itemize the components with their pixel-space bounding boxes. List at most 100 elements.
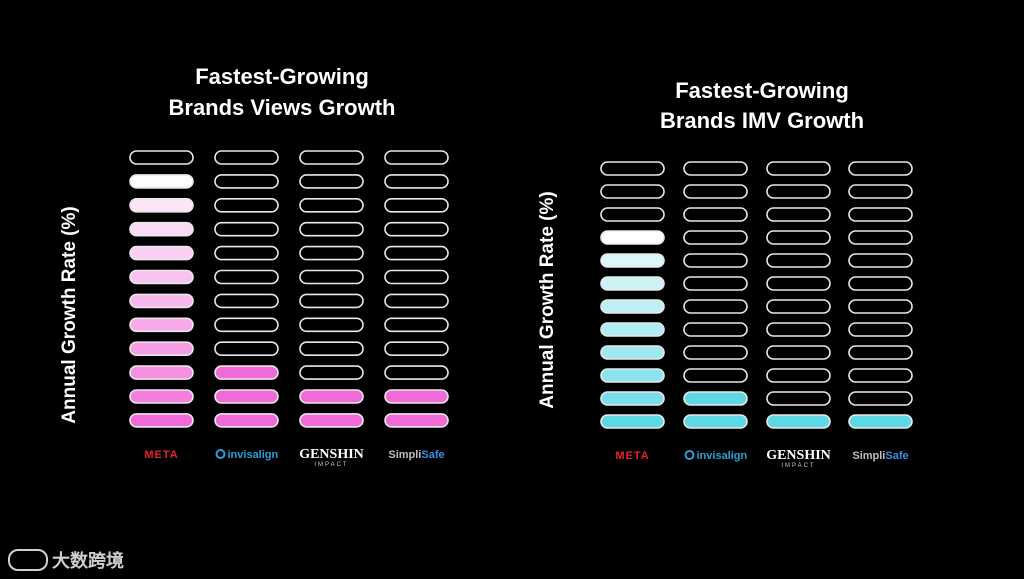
bar-segment-empty bbox=[299, 150, 364, 165]
bar-segment-empty bbox=[848, 161, 913, 176]
bar-segment-empty bbox=[766, 184, 831, 199]
bar-segment-empty bbox=[214, 198, 279, 213]
bar-segment-filled bbox=[129, 293, 194, 309]
bar-segment-filled bbox=[600, 299, 665, 314]
bar-segment-empty bbox=[384, 365, 449, 380]
bar-segment-filled bbox=[129, 389, 194, 404]
bar-segment-filled bbox=[600, 391, 665, 406]
bar-segment-empty bbox=[683, 184, 748, 199]
bar-segment-empty bbox=[214, 269, 279, 285]
brand-label-meta: META bbox=[615, 450, 648, 462]
bar-segment-empty bbox=[683, 230, 748, 245]
bar-segment-filled bbox=[600, 368, 665, 383]
bar-segment-empty bbox=[766, 253, 831, 268]
bar-segment-empty bbox=[683, 161, 748, 176]
bar-segment-empty bbox=[384, 150, 449, 165]
bar-segment-empty bbox=[129, 150, 194, 165]
bar-segment-empty bbox=[299, 174, 364, 189]
bar-segment-empty bbox=[848, 391, 913, 406]
bar-segment-empty bbox=[766, 345, 831, 360]
bar-segment-empty bbox=[384, 245, 449, 261]
chart-2: Fastest-Growing Brands IMV Growth Annual G… bbox=[537, 78, 913, 469]
bar-segment-filled bbox=[600, 230, 665, 245]
bar-segment-empty bbox=[766, 368, 831, 383]
invisalign-star-icon bbox=[684, 450, 695, 460]
bar-segment-empty bbox=[384, 269, 449, 285]
bar-segment-empty bbox=[683, 276, 748, 291]
bar-segment-filled bbox=[600, 276, 665, 291]
bar-segment-filled bbox=[129, 245, 194, 261]
bar-segment-empty bbox=[848, 368, 913, 383]
bar-segment-empty bbox=[299, 269, 364, 285]
bar-segment-filled bbox=[129, 341, 194, 357]
bar-genshin-impact bbox=[766, 161, 831, 429]
brand-label-simplisafe: SimpliSafe bbox=[388, 449, 444, 461]
bar-segment-empty bbox=[766, 322, 831, 337]
bar-segment-empty bbox=[299, 293, 364, 309]
bar-segment-filled bbox=[600, 414, 665, 429]
bar-segment-filled bbox=[129, 174, 194, 189]
bar-segment-empty bbox=[766, 161, 831, 176]
watermark-text: 大数跨境 bbox=[52, 551, 124, 571]
bar-segment-empty bbox=[299, 221, 364, 237]
bar-segment-empty bbox=[683, 368, 748, 383]
bar-segment-empty bbox=[384, 341, 449, 357]
bar-segment-filled bbox=[299, 413, 364, 428]
brand-label-invisalign: invisalign bbox=[215, 449, 279, 461]
bar-meta bbox=[600, 161, 665, 429]
brand-label-simplisafe: SimpliSafe bbox=[852, 450, 908, 462]
bar-segment-empty bbox=[683, 207, 748, 222]
bar-segment-empty bbox=[766, 207, 831, 222]
bar-segment-empty bbox=[600, 207, 665, 222]
chart-title-line: Fastest-Growing bbox=[195, 64, 369, 89]
bar-segment-empty bbox=[214, 150, 279, 165]
y-axis-label: Annual Growth Rate (%) bbox=[537, 191, 558, 408]
bar-segment-empty bbox=[299, 365, 364, 380]
bar-simplisafe bbox=[848, 161, 913, 429]
bar-segment-empty bbox=[299, 341, 364, 357]
bar-segment-filled bbox=[214, 413, 279, 428]
bar-segment-empty bbox=[384, 293, 449, 309]
simplisafe-logo-text: SimpliSafe bbox=[388, 449, 444, 461]
bar-segment-empty bbox=[848, 345, 913, 360]
bar-segment-filled bbox=[384, 389, 449, 404]
bar-segment-empty bbox=[384, 198, 449, 213]
bar-segment-empty bbox=[766, 230, 831, 245]
bar-segment-empty bbox=[683, 322, 748, 337]
invisalign-logo-text: invisalign bbox=[228, 449, 279, 461]
simplisafe-logo-text: SimpliSafe bbox=[852, 450, 908, 462]
bar-segment-filled bbox=[129, 413, 194, 428]
bar-segment-filled bbox=[683, 391, 748, 406]
bar-segment-empty bbox=[683, 253, 748, 268]
bar-segment-filled bbox=[129, 317, 194, 333]
bar-segment-filled bbox=[766, 414, 831, 429]
invisalign-logo-text: invisalign bbox=[697, 450, 748, 462]
bar-segment-empty bbox=[384, 174, 449, 189]
bar-segment-filled bbox=[129, 269, 194, 285]
bar-segment-empty bbox=[214, 221, 279, 237]
bar-invisalign bbox=[683, 161, 748, 429]
bar-segment-empty bbox=[848, 276, 913, 291]
bar-segment-filled bbox=[683, 414, 748, 429]
bar-segment-filled bbox=[214, 365, 279, 380]
bar-segment-empty bbox=[214, 317, 279, 333]
bar-segment-empty bbox=[848, 207, 913, 222]
bar-segment-empty bbox=[214, 245, 279, 261]
bar-segment-empty bbox=[766, 299, 831, 314]
bar-segment-empty bbox=[683, 345, 748, 360]
y-axis-label: Annual Growth Rate (%) bbox=[59, 206, 80, 423]
bar-segment-empty bbox=[214, 341, 279, 357]
bar-segment-filled bbox=[384, 413, 449, 428]
chart-title-line: Brands Views Growth bbox=[169, 95, 396, 120]
bar-segment-empty bbox=[600, 161, 665, 176]
bar-segment-filled bbox=[129, 221, 194, 237]
bar-segment-filled bbox=[848, 414, 913, 429]
watermark: 大数跨境 bbox=[8, 547, 124, 573]
bar-segment-empty bbox=[600, 184, 665, 199]
bar-genshin-impact bbox=[299, 150, 364, 428]
bar-segment-empty bbox=[299, 245, 364, 261]
genshin-logo-subtext: IMPACT bbox=[781, 463, 815, 469]
bar-segment-filled bbox=[600, 253, 665, 268]
